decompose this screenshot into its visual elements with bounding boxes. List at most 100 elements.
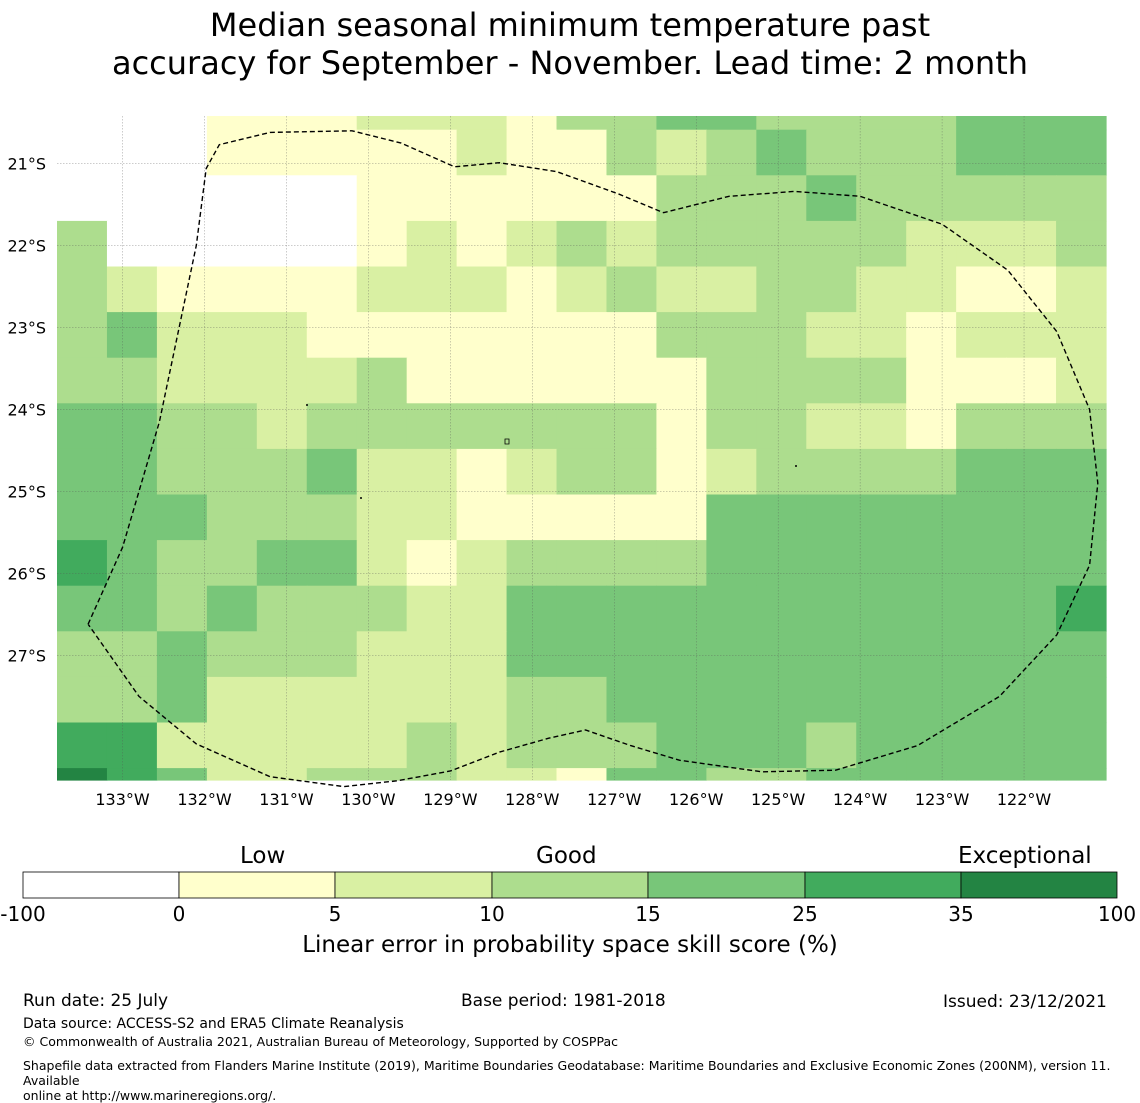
grid-cell <box>156 494 208 541</box>
grid-cell <box>956 403 1007 450</box>
grid-cell <box>406 266 458 313</box>
grid-cell <box>106 175 158 222</box>
grid-cell <box>1006 631 1057 678</box>
grid-cell <box>256 540 308 587</box>
grid-cell <box>1006 768 1057 781</box>
grid-cell <box>1006 722 1057 769</box>
grid-cell <box>656 312 707 359</box>
grid-cell <box>356 494 408 541</box>
grid-cell <box>206 312 258 359</box>
grid-cell <box>156 631 208 678</box>
grid-cell <box>206 220 258 268</box>
title-line-1: Median seasonal minimum temperature past <box>209 6 931 44</box>
grid-cell <box>306 768 358 781</box>
grid-cell <box>806 722 857 769</box>
grid-cell <box>106 768 158 781</box>
grid-cell <box>656 448 707 496</box>
grid-cell <box>756 403 807 450</box>
grid-cell <box>156 116 208 131</box>
grid-cell <box>706 116 757 131</box>
grid-cell <box>706 448 757 496</box>
grid-cell <box>57 129 108 176</box>
grid-cell <box>256 768 308 781</box>
grid-cell <box>456 768 508 781</box>
grid-cell <box>256 403 308 450</box>
grid-cell <box>256 129 308 176</box>
grid-cell <box>806 540 857 587</box>
grid-cell <box>306 357 358 404</box>
grid-cell <box>806 403 857 450</box>
colorbar-tick: 0 <box>172 902 186 926</box>
colorbar-category-exceptional: Exceptional <box>958 843 1092 869</box>
data-source: Data source: ACCESS-S2 and ERA5 Climate … <box>23 1016 404 1032</box>
grid-cell <box>506 768 558 781</box>
grid-cell <box>606 585 658 632</box>
grid-cell <box>656 403 707 450</box>
grid-cell <box>206 448 258 496</box>
colorbar-category-good: Good <box>536 843 597 869</box>
grid-cell <box>1056 540 1107 587</box>
grid-cell <box>406 722 458 769</box>
grid-cell <box>656 585 707 632</box>
grid-cell <box>356 266 408 313</box>
grid-cell <box>806 631 857 678</box>
grid-cell <box>756 585 807 632</box>
grid-cell <box>57 357 108 404</box>
grid-cell <box>556 357 608 404</box>
grid-cell <box>57 676 108 724</box>
grid-cell <box>356 403 408 450</box>
grid-cell <box>806 220 857 268</box>
latitude-labels: 21°S 22°S 23°S 24°S 25°S 26°S 27°S <box>7 155 46 666</box>
grid-cell <box>756 116 807 131</box>
grid-cell <box>1056 129 1107 176</box>
grid-cell <box>456 585 508 632</box>
island-marker <box>306 404 308 406</box>
grid-cell <box>1056 494 1107 541</box>
grid-cell <box>956 129 1007 176</box>
grid-cell <box>906 540 957 587</box>
grid-cell <box>906 312 957 359</box>
grid-cell <box>556 494 608 541</box>
grid-cell <box>856 266 907 313</box>
grid-cell <box>1056 631 1107 678</box>
grid-cell <box>1056 585 1107 632</box>
longitude-label: 130°W <box>341 790 396 809</box>
grid-cell <box>556 722 608 769</box>
grid-cell <box>506 116 558 131</box>
grid-cell <box>556 676 608 724</box>
grid-cell <box>756 676 807 724</box>
grid-cell <box>356 220 408 268</box>
grid-cell <box>306 116 358 131</box>
grid-cell <box>1006 540 1057 587</box>
grid-cell <box>856 494 907 541</box>
grid-cell <box>706 722 757 769</box>
grid-cell <box>156 266 208 313</box>
grid-cell <box>256 631 308 678</box>
grid-cell <box>756 631 807 678</box>
grid-cell <box>706 768 757 781</box>
grid-cell <box>1006 220 1057 268</box>
grid-cell <box>706 403 757 450</box>
grid-cell <box>656 768 707 781</box>
grid-cell <box>256 116 308 131</box>
grid-cell <box>306 676 358 724</box>
shapefile-credit: Shapefile data extracted from Flanders M… <box>23 1058 1138 1103</box>
grid-cell <box>206 540 258 587</box>
grid-cell <box>156 312 208 359</box>
grid-cell <box>256 175 308 222</box>
colorbar-tick: 100 <box>1097 902 1137 926</box>
grid-cell <box>806 448 857 496</box>
grid-cell <box>956 631 1007 678</box>
colorbar-segment <box>178 871 336 899</box>
grid-cell <box>706 129 757 176</box>
grid-cell <box>256 722 308 769</box>
grid-cell <box>356 540 408 587</box>
grid-cell <box>106 266 158 313</box>
grid-cell <box>1056 403 1107 450</box>
grid-cell <box>456 676 508 724</box>
grid-cell <box>256 266 308 313</box>
grid-cell <box>1006 494 1057 541</box>
grid-cell <box>1056 116 1107 131</box>
shapefile-credit-line-2: online at http://www.marineregions.org/. <box>23 1088 277 1103</box>
grid-cell <box>406 312 458 359</box>
